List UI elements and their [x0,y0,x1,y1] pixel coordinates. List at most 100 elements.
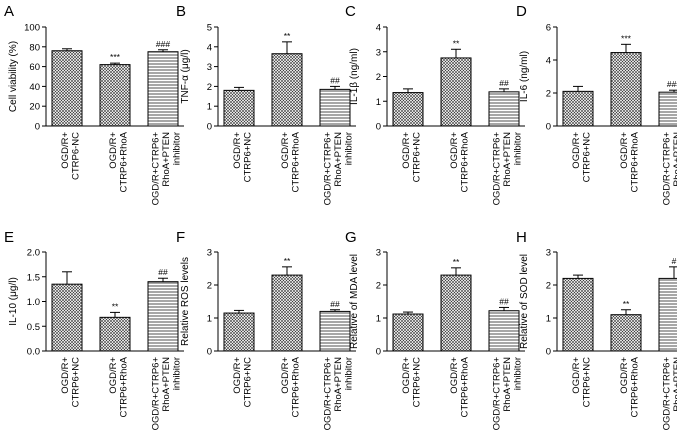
significance-label: ## [158,267,168,277]
y-axis-label: TNF-α (μg/l) [180,49,191,103]
bar-crosshatch [440,57,472,127]
bar-crosshatch [392,92,424,127]
category-label: OGD/R+CTRP6+RhoA [619,356,641,417]
category-label-line: CTRP6+NC [581,357,592,408]
category-label-line: OGD/R+ [449,132,460,169]
category-label-line: CTRP6+NC [581,132,592,183]
category-label-line: CTRP6+RhoA [290,356,301,417]
category-label-line: inhibitor [513,132,524,165]
y-tick-label: 1 [207,314,212,325]
panel-d: DIL-6 (ng/ml)0246OGD/R+CTRP6+NC***OGD/R+… [516,3,677,205]
panel-letter: E [4,229,14,246]
bar-crosshatch [223,312,255,352]
significance-label: ## [330,299,340,309]
category-label-line: CTRP6+RhoA [459,131,470,192]
bar-horizontal-lines [319,310,351,352]
category-label-line: OGD/R+ [108,357,119,394]
category-label-line: RhoA+PTEN [333,357,344,412]
category-label: OGD/R+CTRP6+NC [571,357,593,408]
panel-c: CIL-1β (ng/ml)01234OGD/R+CTRP6+NC**OGD/R… [345,3,525,205]
bar-crosshatch [51,283,83,352]
category-label: OGD/R+CTRP6+RhoA [619,131,641,192]
y-tick-label: 5 [207,23,212,34]
y-tick-label: 0.5 [27,322,40,333]
y-axis-label: IL-6 (ng/ml) [519,51,530,102]
category-label: OGD/R+CTRP6+NC [60,357,82,408]
category-label-line: RhoA+PTEN [672,357,677,412]
panel-letter: D [516,3,527,20]
y-tick-label: 0 [35,122,40,133]
y-tick-label: 2 [546,281,551,292]
category-label-line: RhoA+PTEN [672,132,677,187]
category-label-line: CTRP6+NC [411,132,422,183]
y-tick-label: 6 [546,23,551,34]
significance-label: ** [284,256,291,266]
panel-letter: H [516,229,527,246]
panel-letter: C [345,3,356,20]
y-tick-label: 4 [546,56,551,67]
panel-letter: A [4,3,14,20]
y-axis-label: IL-10 (μg/l) [8,277,19,326]
bar-crosshatch [392,313,424,352]
category-label: OGD/R+CTRP6+RhoA+PTENinhibitor [662,132,677,206]
bar-crosshatch [271,53,303,127]
y-tick-label: 80 [29,42,40,53]
category-label-line: OGD/R+ [280,132,291,169]
category-label-line: OGD/R+ [449,357,460,394]
category-label: OGD/R+CTRP6+RhoA [449,131,471,192]
category-label: OGD/R+CTRP6+NC [401,357,423,408]
y-tick-label: 2 [376,281,381,292]
panel-letter: G [345,229,357,246]
category-label-line: CTRP6+NC [242,357,253,408]
y-tick-label: 2 [207,281,212,292]
category-label-line: CTRP6+NC [242,132,253,183]
category-label: OGD/R+CTRP6+RhoA+PTENinhibitor [662,357,677,431]
category-label: OGD/R+CTRP6+RhoA+PTENinhibitor [151,132,183,206]
y-tick-label: 4 [207,42,212,53]
category-label-line: OGD/R+ [280,357,291,394]
y-tick-label: 1 [207,102,212,113]
bar-horizontal-lines [147,51,179,127]
significance-label: ** [453,257,460,267]
significance-label: ## [499,78,509,88]
bar-horizontal-lines [319,88,351,127]
y-tick-label: 2.0 [27,248,40,259]
significance-label: ** [623,299,630,309]
bar-crosshatch [562,277,594,352]
y-tick-label: 2 [546,89,551,100]
significance-label: ** [112,301,119,311]
y-tick-label: 3 [207,62,212,73]
category-label-line: CTRP6+RhoA [118,356,129,417]
category-label-line: RhoA+PTEN [502,132,513,187]
category-label-line: RhoA+PTEN [333,132,344,187]
significance-label: # [672,256,677,266]
bar-horizontal-lines [147,281,179,352]
category-label-line: OGD/R+CTRP6+ [662,357,673,431]
category-label-line: CTRP6+RhoA [290,131,301,192]
category-label-line: OGD/R+ [619,132,630,169]
bar-crosshatch [51,50,83,127]
category-label-line: OGD/R+ [60,132,71,169]
y-axis-label: Cell viability (%) [8,41,19,112]
category-label-line: CTRP6+RhoA [118,131,129,192]
category-label: OGD/R+CTRP6+RhoA+PTENinhibitor [492,132,524,206]
category-label: OGD/R+CTRP6+RhoA+PTENinhibitor [323,132,355,206]
y-tick-label: 3 [546,248,551,259]
y-tick-label: 1.5 [27,272,40,283]
significance-label: *** [621,33,632,43]
y-tick-label: 0 [207,347,212,358]
category-label-line: OGD/R+CTRP6+ [662,132,673,206]
significance-label: ** [284,31,291,41]
y-tick-label: 0 [546,347,551,358]
bar-crosshatch [223,89,255,127]
category-label-line: CTRP6+RhoA [459,356,470,417]
bar-horizontal-lines [658,91,677,127]
y-tick-label: 60 [29,62,40,73]
category-label-line: RhoA+PTEN [161,132,172,187]
y-tick-label: 3 [207,248,212,259]
